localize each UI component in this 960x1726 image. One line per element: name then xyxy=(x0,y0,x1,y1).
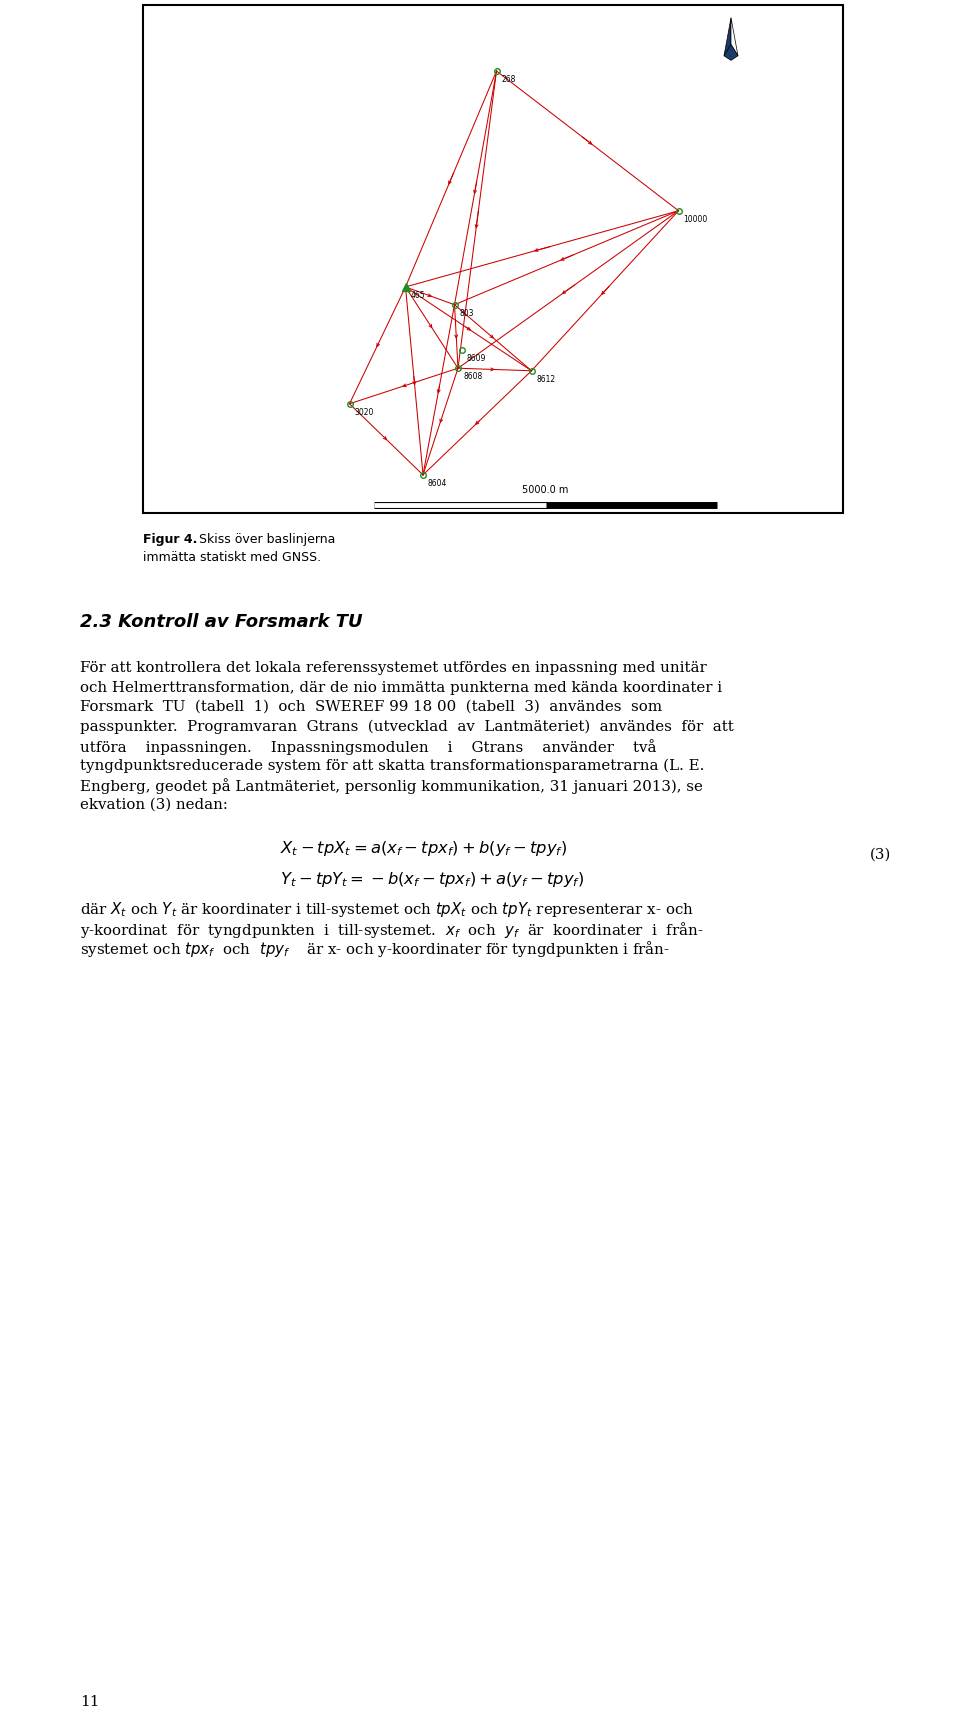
Text: 3020: 3020 xyxy=(354,407,373,416)
Text: $Y_t - tpY_t = -b(x_f - tpx_f) + a(y_f - tpy_f)$: $Y_t - tpY_t = -b(x_f - tpx_f) + a(y_f -… xyxy=(280,870,585,889)
Text: (3): (3) xyxy=(870,847,891,861)
Polygon shape xyxy=(731,17,738,55)
Text: 803: 803 xyxy=(460,309,474,318)
Bar xyxy=(143,5,843,513)
Text: y-koordinat  för  tyngdpunkten  i  till-systemet.  $x_f$  och  $y_f$  är  koordi: y-koordinat för tyngdpunkten i till-syst… xyxy=(80,920,704,939)
Text: Figur 4.: Figur 4. xyxy=(143,533,198,545)
Text: 11: 11 xyxy=(80,1695,100,1709)
Text: $X_t - tpX_t = a(x_f - tpx_f) + b(y_f - tpy_f)$: $X_t - tpX_t = a(x_f - tpx_f) + b(y_f - … xyxy=(280,839,567,858)
Text: 8608: 8608 xyxy=(463,373,482,381)
Text: immätta statiskt med GNSS.: immätta statiskt med GNSS. xyxy=(143,551,322,564)
Text: ekvation (3) nedan:: ekvation (3) nedan: xyxy=(80,797,228,811)
Text: 8609: 8609 xyxy=(467,354,486,364)
Text: utföra    inpassningen.    Inpassningsmodulen    i    Gtrans    använder    två: utföra inpassningen. Inpassningsmodulen … xyxy=(80,739,657,754)
Text: systemet och $tpx_f$  och  $tpy_f$    är x- och y-koordinater för tyngdpunkten i: systemet och $tpx_f$ och $tpy_f$ är x- o… xyxy=(80,939,670,960)
Text: 465: 465 xyxy=(411,292,425,300)
Text: där $X_t$ och $Y_t$ är koordinater i till-systemet och $tpX_t$ och $tpY_t$ repre: där $X_t$ och $Y_t$ är koordinater i til… xyxy=(80,901,694,920)
Polygon shape xyxy=(724,45,738,60)
Text: 8612: 8612 xyxy=(537,375,556,383)
Text: tyngdpunktsreducerade system för att skatta transformationsparametrarna (L. E.: tyngdpunktsreducerade system för att ska… xyxy=(80,758,705,773)
Text: 8604: 8604 xyxy=(428,478,447,488)
Text: Engberg, geodet på Lantmäteriet, personlig kommunikation, 31 januari 2013), se: Engberg, geodet på Lantmäteriet, personl… xyxy=(80,778,703,794)
Text: Skiss över baslinjerna: Skiss över baslinjerna xyxy=(195,533,335,545)
Text: Forsmark  TU  (tabell  1)  och  SWEREF 99 18 00  (tabell  3)  användes  som: Forsmark TU (tabell 1) och SWEREF 99 18 … xyxy=(80,701,662,715)
Polygon shape xyxy=(724,17,731,55)
Text: och Helmerttransformation, där de nio immätta punkterna med kända koordinater i: och Helmerttransformation, där de nio im… xyxy=(80,680,722,694)
Text: 5000.0 m: 5000.0 m xyxy=(522,485,568,495)
Text: 10000: 10000 xyxy=(684,214,708,224)
Text: 268: 268 xyxy=(501,74,516,85)
Text: passpunkter.  Programvaran  Gtrans  (utvecklad  av  Lantmäteriet)  användes  för: passpunkter. Programvaran Gtrans (utveck… xyxy=(80,720,733,734)
Text: För att kontrollera det lokala referenssystemet utfördes en inpassning med unitä: För att kontrollera det lokala referenss… xyxy=(80,661,707,675)
Text: 2.3 Kontroll av Forsmark TU: 2.3 Kontroll av Forsmark TU xyxy=(80,613,363,632)
